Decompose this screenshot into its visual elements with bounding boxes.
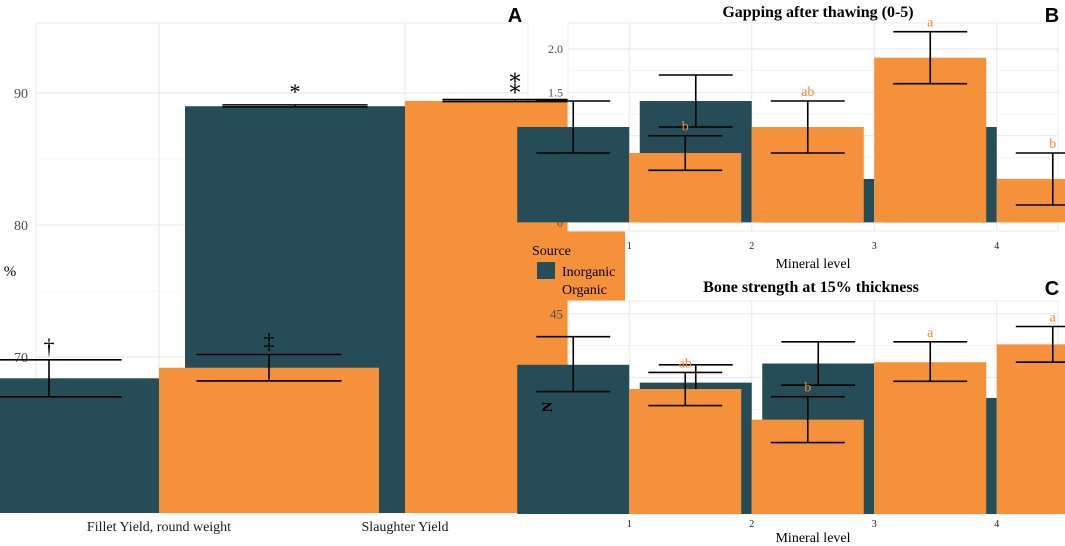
- panel-b-xtick-label: 1: [627, 241, 632, 252]
- legend-swatch-inorganic: [537, 262, 555, 279]
- panel-c-significance-letter: b: [804, 381, 811, 396]
- panel-b-bar-organic: [874, 57, 987, 223]
- panel-b-label: B: [1045, 5, 1059, 27]
- panel-c-xtick-label: 3: [872, 519, 877, 530]
- panel-b-significance-letter: ab: [801, 85, 814, 100]
- panel-c-xtick-label: 4: [994, 519, 999, 530]
- panel-a-xtick-label: Fillet Yield, round weight: [87, 520, 231, 535]
- panel-a-ylabel: %: [4, 264, 17, 280]
- panel-b-significance-letter: b: [682, 120, 689, 135]
- panel-a-xtick-label: Slaughter Yield: [362, 520, 449, 535]
- panel-b-xtick-label: 4: [994, 241, 999, 252]
- panel-c-bar-organic: [874, 362, 987, 514]
- panel-c: 303540451234abbaa: [517, 300, 1065, 530]
- legend: Source Inorganic Organic: [532, 244, 615, 298]
- panel-c-xtick-label: 1: [627, 519, 632, 530]
- panel-a-annotation-symbol: ‡: [264, 329, 275, 354]
- legend-label-inorganic: Inorganic: [562, 265, 615, 280]
- panel-a-annotation-symbol: †: [44, 334, 55, 359]
- panel-b-title: Gapping after thawing (0-5): [722, 4, 913, 21]
- panel-c-significance-letter: a: [927, 326, 934, 341]
- panel-b-xtick-label: 2: [749, 241, 754, 252]
- panel-c-significance-letter: ab: [679, 356, 692, 371]
- panel-c-ylabel: N: [540, 401, 556, 412]
- panel-b-xtick-label: 3: [872, 241, 877, 252]
- panel-a: 60708090Fillet Yield, round weightSlaugh…: [0, 22, 625, 535]
- panel-c-xlabel: Mineral level: [775, 531, 850, 546]
- panel-a-ytick-label: 80: [14, 219, 28, 234]
- panel-a-bar-organic: [159, 367, 379, 513]
- panel-c-xtick-label: 2: [749, 519, 754, 530]
- panel-b-bar-organic: [996, 179, 1065, 223]
- panel-b-ytick-label: 2.0: [548, 42, 563, 56]
- panel-b-ytick-label: 0: [557, 216, 563, 230]
- panel-b-significance-letter: b: [1049, 137, 1056, 152]
- panel-a-bar-inorganic: [0, 378, 159, 513]
- panel-a-label: A: [508, 5, 522, 27]
- panel-c-significance-letter: a: [1050, 311, 1057, 326]
- panel-b-ytick-label: 1.5: [548, 86, 563, 100]
- panel-c-ytick-label: 45: [550, 306, 563, 321]
- legend-title: Source: [532, 244, 571, 259]
- legend-label-organic: Organic: [562, 283, 607, 298]
- panel-a-annotation-symbol: ⁑: [510, 73, 521, 99]
- panel-b-xlabel: Mineral level: [775, 257, 850, 272]
- panel-c-title: Bone strength at 15% thickness: [703, 279, 919, 296]
- panel-c-label: C: [1045, 278, 1059, 300]
- panel-a-annotation-symbol: *: [290, 79, 301, 104]
- panel-c-bar-organic: [996, 344, 1065, 514]
- legend-swatch-organic: [537, 280, 555, 297]
- panel-c-bar-organic: [629, 389, 742, 514]
- panel-b-significance-letter: a: [927, 16, 934, 31]
- panel-a-ytick-label: 70: [14, 351, 28, 366]
- panel-a-ytick-label: 90: [14, 87, 28, 102]
